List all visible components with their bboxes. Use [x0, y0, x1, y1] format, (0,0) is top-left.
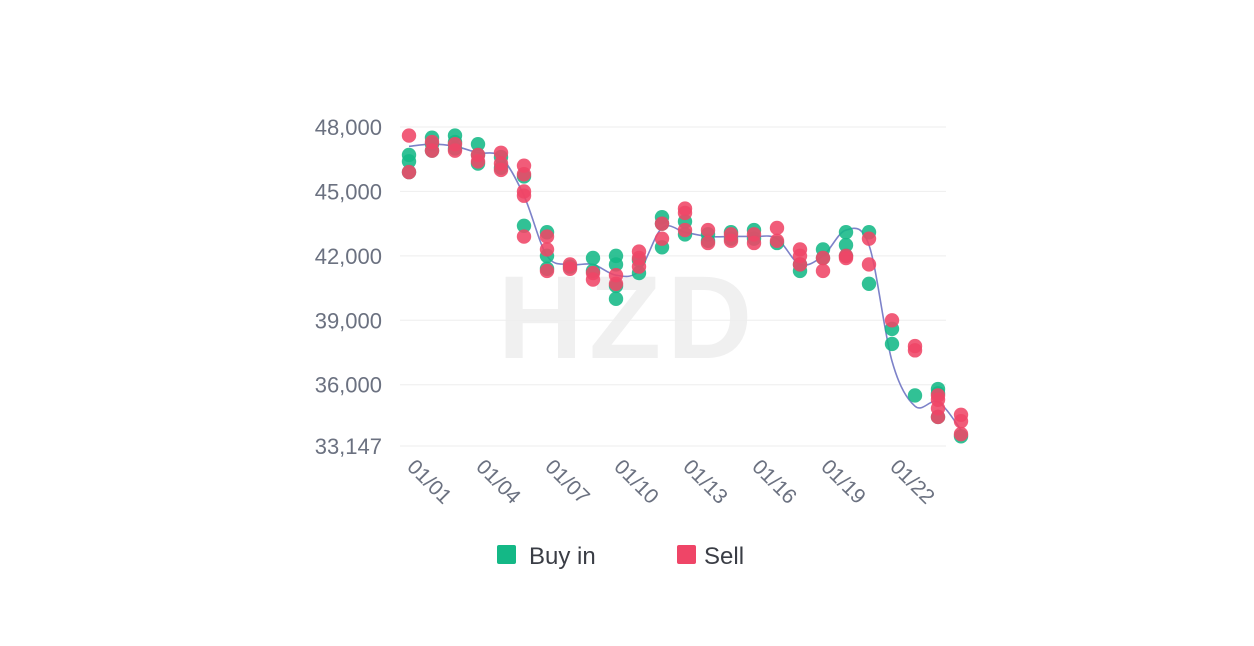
legend-label-buy: Buy in — [529, 543, 596, 570]
sell-point — [447, 143, 463, 158]
buy-in-point — [884, 336, 900, 352]
sell-point — [769, 220, 785, 236]
sell-point — [746, 235, 762, 251]
sell-point — [516, 167, 532, 182]
x-tick-label: 01/13 — [678, 455, 731, 508]
sell-point — [861, 257, 877, 272]
buy-in-point — [470, 136, 486, 152]
x-tick-label: 01/22 — [885, 455, 938, 508]
sell-point — [401, 128, 417, 143]
sell-point — [769, 233, 785, 249]
legend-label-sell: Sell — [704, 543, 744, 570]
buy-in-point — [838, 237, 854, 253]
x-tick-label: 01/07 — [540, 455, 593, 508]
legend: Buy in Sell — [497, 543, 744, 570]
x-tick-label: 01/16 — [747, 455, 800, 508]
x-tick-label: 01/19 — [816, 455, 869, 508]
sell-point — [562, 261, 578, 276]
sell-point — [792, 257, 808, 272]
sell-point — [608, 276, 624, 291]
watermark-text: HZD — [498, 252, 759, 384]
sell-point — [516, 229, 532, 244]
legend-swatch-buy — [497, 545, 516, 564]
sell-point — [700, 222, 716, 238]
sell-point — [953, 414, 969, 429]
sell-point — [861, 231, 877, 246]
y-tick-label: 39,000 — [315, 308, 382, 333]
buy-in-point — [608, 257, 624, 272]
sell-point — [930, 409, 946, 425]
sell-point — [700, 235, 716, 251]
sell-point — [677, 222, 693, 238]
sell-point — [815, 263, 831, 279]
sell-point — [953, 426, 969, 442]
sell-point — [424, 143, 440, 158]
sell-point — [470, 154, 486, 169]
y-tick-label: 48,000 — [315, 115, 382, 140]
buy-in-point — [401, 154, 417, 169]
buy-in-point — [516, 218, 532, 233]
sell-point — [654, 231, 670, 246]
sell-point — [493, 162, 509, 178]
legend-item-sell[interactable]: Sell — [677, 543, 744, 570]
data-points — [401, 128, 969, 444]
sell-point — [654, 216, 670, 231]
buy-in-point — [585, 250, 601, 266]
sell-point — [815, 250, 831, 266]
sell-point — [677, 205, 693, 221]
x-tick-label: 01/01 — [402, 455, 455, 508]
buy-in-point — [907, 388, 923, 403]
sell-point — [539, 242, 555, 257]
y-tick-label: 42,000 — [315, 244, 382, 269]
x-tick-label: 01/04 — [471, 455, 525, 509]
sell-point — [907, 343, 923, 358]
sell-point — [884, 313, 900, 328]
sell-point — [516, 188, 532, 203]
y-tick-label: 33,147 — [315, 434, 382, 459]
sell-point — [539, 229, 555, 244]
legend-swatch-sell — [677, 545, 696, 564]
buy-in-point — [608, 291, 624, 307]
sell-point — [493, 145, 509, 160]
sell-point — [723, 233, 739, 249]
grid-layer — [400, 126, 946, 447]
y-tick-label: 36,000 — [315, 373, 382, 398]
sell-point — [539, 263, 555, 279]
buy-in-point — [838, 225, 854, 240]
y-tick-label: 45,000 — [315, 179, 382, 204]
legend-item-buy[interactable]: Buy in — [497, 543, 596, 570]
sell-point — [401, 164, 417, 180]
sell-point — [838, 250, 854, 266]
sell-point — [631, 259, 647, 274]
sell-point — [585, 272, 601, 287]
x-tick-label: 01/10 — [609, 455, 662, 508]
buy-in-point — [861, 276, 877, 291]
